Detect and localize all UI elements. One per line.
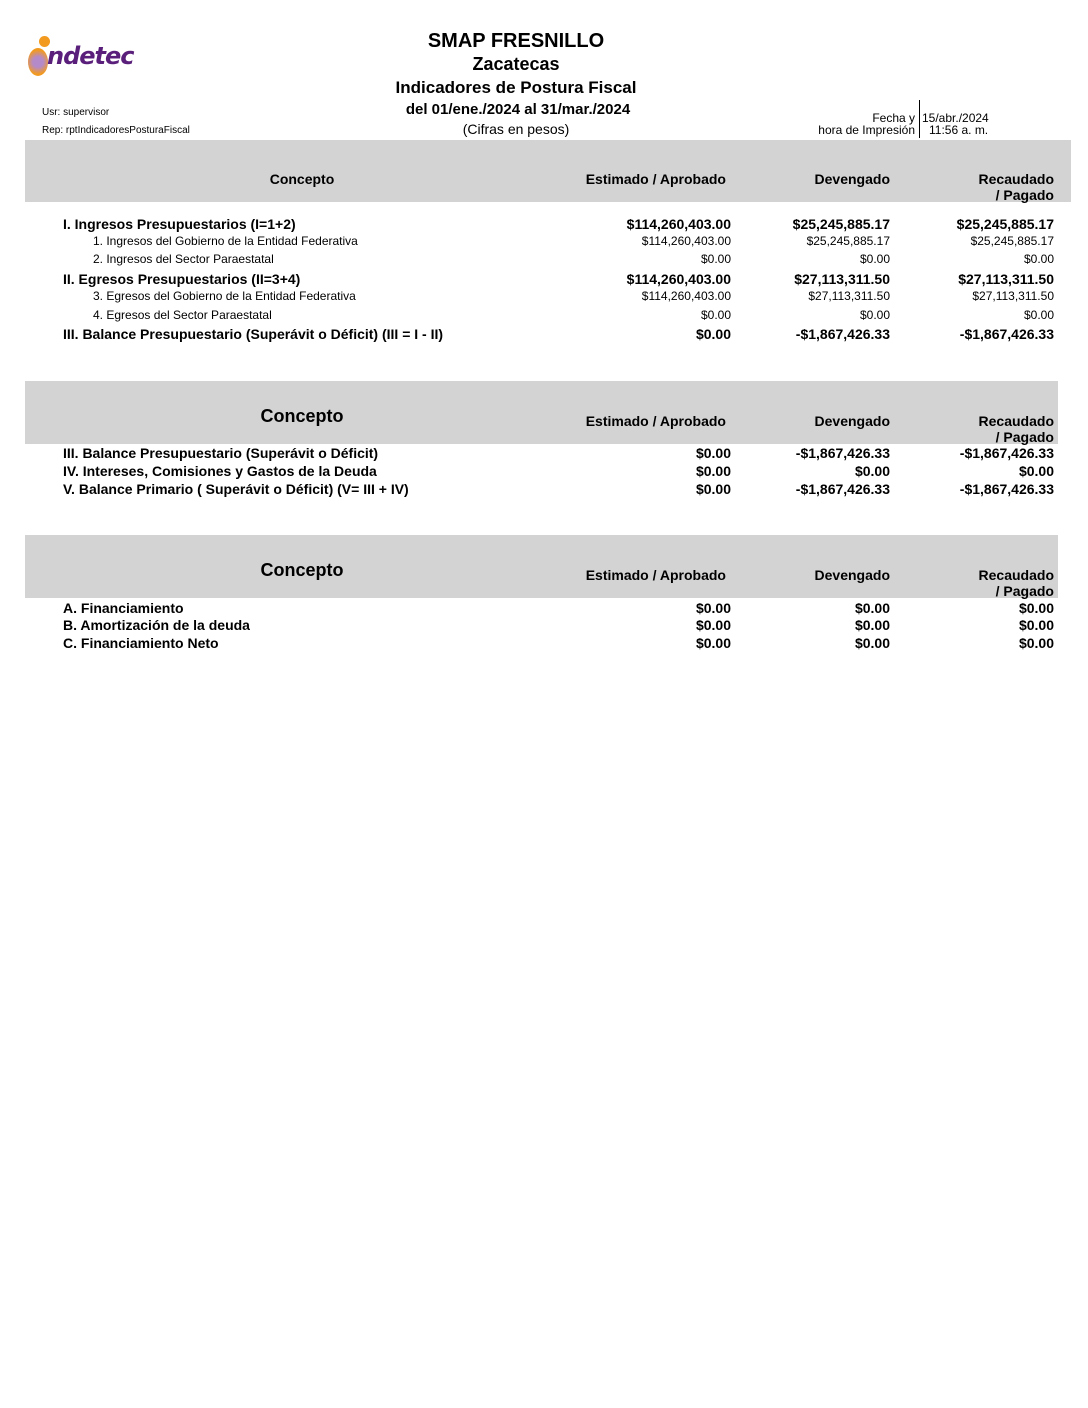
row-value-collected: $27,113,311.50 xyxy=(958,271,1054,287)
row-value-collected: $25,245,885.17 xyxy=(956,216,1054,232)
table-row: B. Amortización de la deuda $0.00 $0.00 $0.… xyxy=(0,617,1088,635)
row-value-collected: -$1,867,426.33 xyxy=(959,326,1054,342)
row-label: V. Balance Primario ( Superávit o Défici… xyxy=(63,481,409,497)
column-header-collected: Recaudado / Pagado xyxy=(978,413,1054,445)
row-label: A. Financiamiento xyxy=(63,600,184,616)
row-value-accrued: -$1,867,426.33 xyxy=(795,326,890,342)
row-value-estimated: $0.00 xyxy=(695,326,731,342)
report-id: Rep: rptIndicadoresPosturaFiscal xyxy=(42,125,190,136)
column-header-collected: Recaudado / Pagado xyxy=(978,567,1054,599)
row-value-estimated: $0.00 xyxy=(700,308,731,322)
row-value-accrued: $27,113,311.50 xyxy=(808,289,890,303)
row-value-estimated: $0.00 xyxy=(695,617,731,633)
row-value-collected: $0.00 xyxy=(1023,308,1054,322)
row-value-estimated: $0.00 xyxy=(695,481,731,497)
column-header-concept: Concepto xyxy=(260,560,344,580)
row-label: III. Balance Presupuestario (Superávit o… xyxy=(63,326,444,342)
section-header-band xyxy=(25,381,1058,444)
table-row: III. Balance Presupuestario (Superávit o… xyxy=(0,326,1088,344)
report-title: Indicadores de Postura Fiscal xyxy=(395,78,637,97)
row-value-accrued: $25,245,885.17 xyxy=(792,216,890,232)
table-row: 2. Ingresos del Sector Paraestatal $0.00 $… xyxy=(0,252,1088,270)
row-value-estimated: $114,260,403.00 xyxy=(626,216,731,232)
row-label: 4. Egresos del Sector Paraestatal xyxy=(93,308,272,322)
row-value-collected: $0.00 xyxy=(1018,617,1054,633)
row-value-collected: $0.00 xyxy=(1023,252,1054,266)
row-label: IV. Intereses, Comisiones y Gastos de la… xyxy=(63,463,377,479)
indetec-logo: ndetec xyxy=(25,36,155,78)
row-value-estimated: $0.00 xyxy=(695,635,731,651)
row-label: B. Amortización de la deuda xyxy=(63,617,250,633)
print-label-time: hora de Impresión xyxy=(818,123,915,137)
section-header-band xyxy=(25,140,1071,202)
table-row: III. Balance Presupuestario (Superávit o… xyxy=(0,445,1088,463)
row-value-accrued: $25,245,885.17 xyxy=(806,234,890,248)
report-period: del 01/ene./2024 al 31/mar./2024 xyxy=(405,101,631,118)
row-value-estimated: $0.00 xyxy=(695,445,731,461)
table-row: C. Financiamiento Neto $0.00 $0.00 $0.00 xyxy=(0,635,1088,653)
section-header-band xyxy=(25,535,1058,598)
column-header-concept: Concepto xyxy=(269,171,335,187)
row-value-accrued: $0.00 xyxy=(859,252,890,266)
row-value-accrued: $0.00 xyxy=(854,600,890,616)
row-label: III. Balance Presupuestario (Superávit o… xyxy=(63,445,379,461)
row-value-estimated: $0.00 xyxy=(695,463,731,479)
row-value-collected: $0.00 xyxy=(1018,635,1054,651)
row-label: 3. Egresos del Gobierno de la Entidad Fe… xyxy=(93,289,356,303)
row-value-estimated: $0.00 xyxy=(700,252,731,266)
table-row: 1. Ingresos del Gobierno de la Entidad F… xyxy=(0,234,1088,252)
row-label: 2. Ingresos del Sector Paraestatal xyxy=(93,252,274,266)
row-label: 1. Ingresos del Gobierno de la Entidad F… xyxy=(93,234,358,248)
column-header-accrued: Devengado xyxy=(814,171,890,187)
row-value-estimated: $114,260,403.00 xyxy=(641,234,731,248)
row-value-collected: $0.00 xyxy=(1018,600,1054,616)
row-value-accrued: $0.00 xyxy=(854,463,890,479)
table-row: V. Balance Primario ( Superávit o Défici… xyxy=(0,481,1088,499)
row-value-collected: $0.00 xyxy=(1018,463,1054,479)
row-value-collected: -$1,867,426.33 xyxy=(959,445,1054,461)
user-label: Usr: supervisor xyxy=(42,107,110,118)
table-row: I. Ingresos Presupuestarios (I=1+2) $114,… xyxy=(0,216,1088,234)
table-row: IV. Intereses, Comisiones y Gastos de la… xyxy=(0,463,1088,481)
units-note: (Cifras en pesos) xyxy=(462,121,570,137)
column-header-estimated: Estimado / Aprobado xyxy=(585,413,726,429)
row-value-estimated: $114,260,403.00 xyxy=(641,289,731,303)
row-value-collected: -$1,867,426.33 xyxy=(959,481,1054,497)
row-label: C. Financiamiento Neto xyxy=(63,635,219,651)
print-time: 11:56 a. m. xyxy=(929,123,989,137)
row-label: I. Ingresos Presupuestarios (I=1+2) xyxy=(63,216,296,232)
column-header-estimated: Estimado / Aprobado xyxy=(585,567,726,583)
table-row: A. Financiamiento $0.00 $0.00 $0.00 xyxy=(0,600,1088,618)
row-label: II. Egresos Presupuestarios (II=3+4) xyxy=(63,271,301,287)
row-value-collected: $25,245,885.17 xyxy=(970,234,1054,248)
state-name: Zacatecas xyxy=(472,54,560,74)
row-value-accrued: $27,113,311.50 xyxy=(794,271,890,287)
row-value-accrued: $0.00 xyxy=(854,617,890,633)
row-value-accrued: $0.00 xyxy=(859,308,890,322)
entity-name: SMAP FRESNILLO xyxy=(427,30,605,52)
row-value-estimated: $114,260,403.00 xyxy=(626,271,731,287)
print-label-date: Fecha y xyxy=(872,111,915,125)
divider xyxy=(919,100,920,138)
column-header-concept: Concepto xyxy=(260,406,344,426)
column-header-estimated: Estimado / Aprobado xyxy=(585,171,726,187)
row-value-estimated: $0.00 xyxy=(695,600,731,616)
column-header-accrued: Devengado xyxy=(814,413,890,429)
column-header-accrued: Devengado xyxy=(814,567,890,583)
row-value-accrued: $0.00 xyxy=(854,635,890,651)
column-header-collected: Recaudado / Pagado xyxy=(978,171,1054,203)
row-value-collected: $27,113,311.50 xyxy=(972,289,1054,303)
table-row: II. Egresos Presupuestarios (II=3+4) $114… xyxy=(0,271,1088,289)
table-row: 4. Egresos del Sector Paraestatal $0.00 $0… xyxy=(0,308,1088,326)
row-value-accrued: -$1,867,426.33 xyxy=(795,445,890,461)
print-date: 15/abr./2024 xyxy=(922,111,989,125)
table-row: 3. Egresos del Gobierno de la Entidad Fe… xyxy=(0,289,1088,307)
row-value-accrued: -$1,867,426.33 xyxy=(795,481,890,497)
